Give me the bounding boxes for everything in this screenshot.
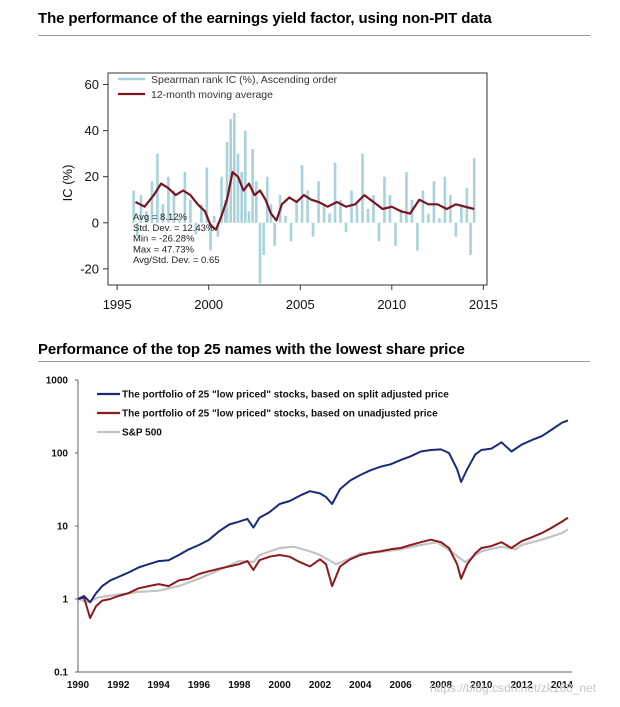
top-title-rule	[38, 35, 590, 36]
x-tick-label: 2008	[430, 680, 453, 691]
watermark: https://blog.csdn.net/zk168_net	[430, 681, 597, 695]
unadjusted-line	[77, 516, 569, 619]
split-adjusted-line	[77, 419, 569, 604]
x-tick-label: 1990	[67, 680, 90, 691]
stat-line: Avg/Std. Dev. = 0.65	[133, 255, 220, 266]
legend-unadjusted-label: The portfolio of 25 "low priced" stocks,…	[122, 409, 438, 420]
x-tick-label: 2000	[194, 297, 223, 312]
price-chart: 0.1 1 10 100 1000 1990 1992 1994 1996 1998 2000 200…	[46, 376, 574, 692]
top-chart-title: The performance of the earnings yield fa…	[38, 10, 492, 27]
x-tick-label: 1992	[107, 680, 130, 691]
y-tick-label: 60	[85, 77, 99, 92]
y-tick-label: 10	[57, 522, 69, 533]
x-tick-label: 2004	[349, 680, 372, 691]
bottom-chart-title: Performance of the top 25 names with the…	[38, 341, 465, 358]
legend-sp500-label: S&P 500	[122, 428, 162, 439]
x-tick-label: 1994	[148, 680, 171, 691]
y-tick-label: 40	[85, 123, 99, 138]
legend-split-adjusted-label: The portfolio of 25 "low priced" stocks,…	[122, 390, 449, 401]
bottom-title-rule	[38, 361, 590, 362]
x-tick-label: 1996	[188, 680, 211, 691]
x-tick-label: 2015	[469, 297, 498, 312]
y-axis-label: IC (%)	[60, 165, 75, 202]
sp500-line	[77, 528, 569, 604]
stat-line: Max = 47.73%	[133, 244, 195, 255]
legend-label-ic: Spearman rank IC (%), Ascending order	[151, 74, 338, 86]
y-tick-label: 100	[51, 449, 68, 460]
plot-frame	[107, 72, 488, 286]
x-tick-label: 2005	[286, 297, 315, 312]
x-tick-label: 2010	[377, 297, 406, 312]
moving-average-line	[134, 171, 475, 231]
legend-label-ma: 12-month moving average	[151, 89, 273, 101]
x-tick-label: 2014	[551, 680, 574, 691]
y-tick-label: 20	[85, 169, 99, 184]
x-tick-label: 2000	[269, 680, 292, 691]
x-tick-label: 1998	[228, 680, 251, 691]
x-tick-label: 2006	[390, 680, 413, 691]
ic-chart: -20 0 20 40 60 1995 2000 2005 2010 2015 IC (%) Spea…	[60, 72, 498, 312]
x-tick-label: 2010	[470, 680, 493, 691]
x-tick-label: 2002	[309, 680, 332, 691]
y-tick-label: 0	[92, 215, 99, 230]
y-tick-label: 1000	[46, 376, 69, 387]
y-tick-label: 1	[62, 595, 68, 606]
stat-line: Min = -26.28%	[133, 234, 195, 245]
x-tick-label: 1995	[103, 297, 132, 312]
stat-line: Std. Dev. = 12.43%	[133, 223, 215, 234]
stat-line: Avg = 8.12%	[133, 212, 188, 223]
x-tick-label: 2012	[510, 680, 533, 691]
y-tick-label: 0.1	[54, 668, 68, 679]
y-tick-label: -20	[80, 261, 99, 276]
